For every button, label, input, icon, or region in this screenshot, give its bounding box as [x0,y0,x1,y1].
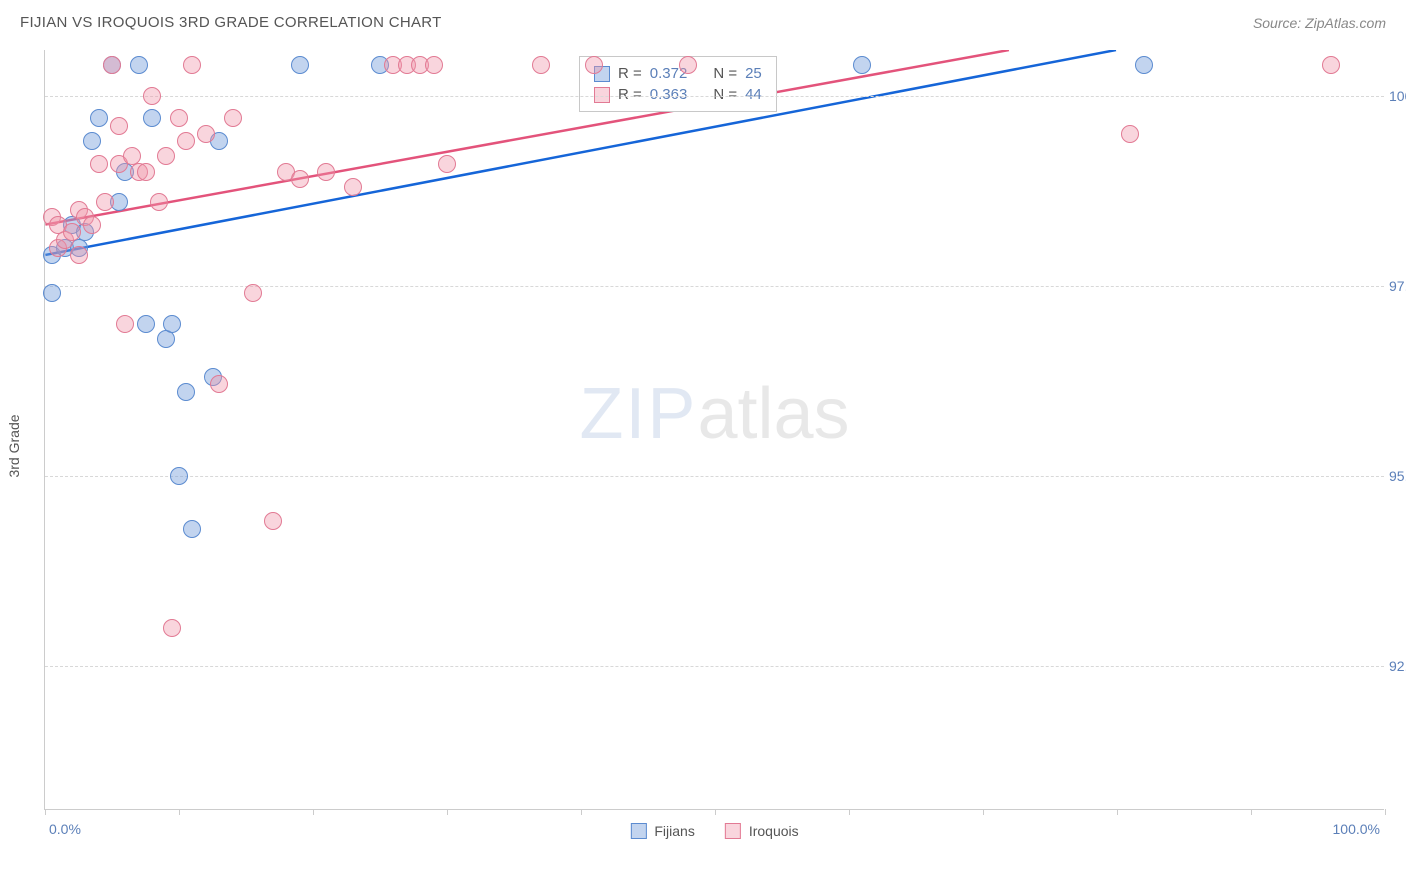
stats-row-iroquois: R = 0.363 N = 44 [594,84,762,105]
stats-r-value: 0.363 [650,86,688,103]
legend-item-iroquois: Iroquois [725,823,799,839]
iroquois-point [264,512,282,530]
fijians-point [137,315,155,333]
legend-swatch [630,823,646,839]
iroquois-point [116,315,134,333]
iroquois-point [63,223,81,241]
legend-label: Iroquois [749,823,799,839]
fijians-point [83,132,101,150]
gridline [45,666,1384,667]
trend-lines-layer [45,50,1384,809]
correlation-stats-box: R =0.372N =25R =0.363N =44 [579,56,777,112]
x-tick [1251,809,1252,815]
iroquois-point [210,375,228,393]
iroquois-point [183,56,201,74]
stats-n-label: N = [713,86,737,103]
gridline [45,96,1384,97]
fijians-point [170,467,188,485]
iroquois-point [137,163,155,181]
chart-plot-area: ZIPatlas 0.0% 100.0% FijiansIroquois R =… [44,50,1384,810]
iroquois-point [1322,56,1340,74]
x-tick [179,809,180,815]
y-tick-label: 95.0% [1389,468,1406,484]
legend-swatch [725,823,741,839]
iroquois-point [224,109,242,127]
series-legend: Fijians Iroquois [630,823,798,839]
iroquois-point [157,147,175,165]
iroquois-point [150,193,168,211]
y-tick-label: 100.0% [1389,88,1406,104]
stats-n-label: N = [713,65,737,82]
legend-label: Fijians [654,823,694,839]
iroquois-point [425,56,443,74]
x-tick [715,809,716,815]
fijians-point [1135,56,1153,74]
stats-n-value: 25 [745,65,762,82]
iroquois-point [317,163,335,181]
iroquois-point [585,56,603,74]
fijians-point [43,284,61,302]
x-tick [581,809,582,815]
y-tick-label: 97.5% [1389,278,1406,294]
gridline [45,476,1384,477]
watermark-light: atlas [697,374,849,454]
x-tick [983,809,984,815]
chart-header: FIJIAN VS IROQUOIS 3RD GRADE CORRELATION… [0,0,1406,41]
fijians-point [163,315,181,333]
watermark: ZIPatlas [579,373,849,455]
y-tick-label: 92.5% [1389,658,1406,674]
fijians-point [291,56,309,74]
iroquois-point [163,619,181,637]
iroquois-point [344,178,362,196]
x-tick [1385,809,1386,815]
iroquois-point [197,125,215,143]
x-tick [313,809,314,815]
stats-swatch [594,87,610,103]
x-tick [1117,809,1118,815]
iroquois-point [90,155,108,173]
x-tick [447,809,448,815]
fijians-point [177,383,195,401]
fijians-point [853,56,871,74]
iroquois-point [1121,125,1139,143]
iroquois-point [103,56,121,74]
iroquois-point [177,132,195,150]
source-attribution: Source: ZipAtlas.com [1253,15,1386,31]
x-tick [849,809,850,815]
y-axis-title: 3rd Grade [6,414,22,477]
x-tick [45,809,46,815]
chart-title: FIJIAN VS IROQUOIS 3RD GRADE CORRELATION… [20,14,442,31]
x-axis-max-label: 100.0% [1333,821,1380,837]
iroquois-point [244,284,262,302]
stats-row-fijians: R =0.372N =25 [594,63,762,84]
watermark-bold: ZIP [579,374,697,454]
fijians-point [143,109,161,127]
iroquois-point [70,246,88,264]
legend-item-fijians: Fijians [630,823,694,839]
fijians-point [90,109,108,127]
iroquois-point [96,193,114,211]
iroquois-point [143,87,161,105]
iroquois-point [532,56,550,74]
iroquois-point [83,216,101,234]
iroquois-point [291,170,309,188]
stats-r-label: R = [618,65,642,82]
iroquois-point [438,155,456,173]
stats-r-label: R = [618,86,642,103]
fijians-point [130,56,148,74]
fijians-point [183,520,201,538]
iroquois-point [170,109,188,127]
iroquois-point [679,56,697,74]
iroquois-point [110,117,128,135]
stats-n-value: 44 [745,86,762,103]
x-axis-min-label: 0.0% [49,821,81,837]
